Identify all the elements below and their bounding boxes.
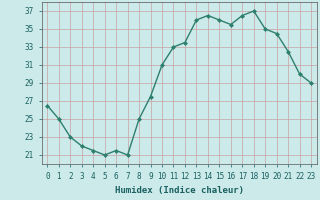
X-axis label: Humidex (Indice chaleur): Humidex (Indice chaleur) <box>115 186 244 195</box>
